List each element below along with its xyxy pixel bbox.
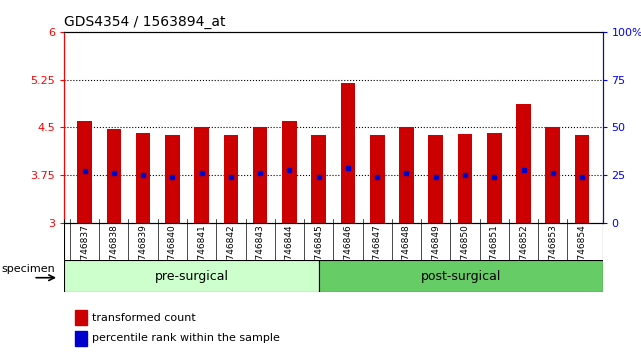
Bar	[64, 260, 319, 292]
Bar	[253, 127, 267, 223]
Bar	[106, 129, 121, 223]
Bar	[224, 135, 238, 223]
Bar	[75, 310, 87, 325]
Bar	[194, 127, 209, 223]
Bar	[516, 104, 531, 223]
Bar	[428, 135, 443, 223]
Bar	[75, 331, 87, 346]
Bar	[319, 260, 603, 292]
Bar	[78, 121, 92, 223]
Bar	[575, 135, 589, 223]
Bar	[399, 127, 414, 223]
Bar	[370, 135, 385, 223]
Text: pre-surgical: pre-surgical	[154, 270, 228, 282]
Bar	[487, 132, 501, 223]
Bar	[340, 83, 355, 223]
Bar	[282, 121, 297, 223]
Text: specimen: specimen	[1, 264, 55, 274]
Bar	[545, 127, 560, 223]
Text: transformed count: transformed count	[92, 313, 196, 323]
Text: GDS4354 / 1563894_at: GDS4354 / 1563894_at	[64, 16, 226, 29]
Text: percentile rank within the sample: percentile rank within the sample	[92, 333, 280, 343]
Bar	[165, 135, 179, 223]
Bar	[312, 135, 326, 223]
Bar	[458, 134, 472, 223]
Text: post-surgical: post-surgical	[420, 270, 501, 282]
Bar	[136, 132, 151, 223]
